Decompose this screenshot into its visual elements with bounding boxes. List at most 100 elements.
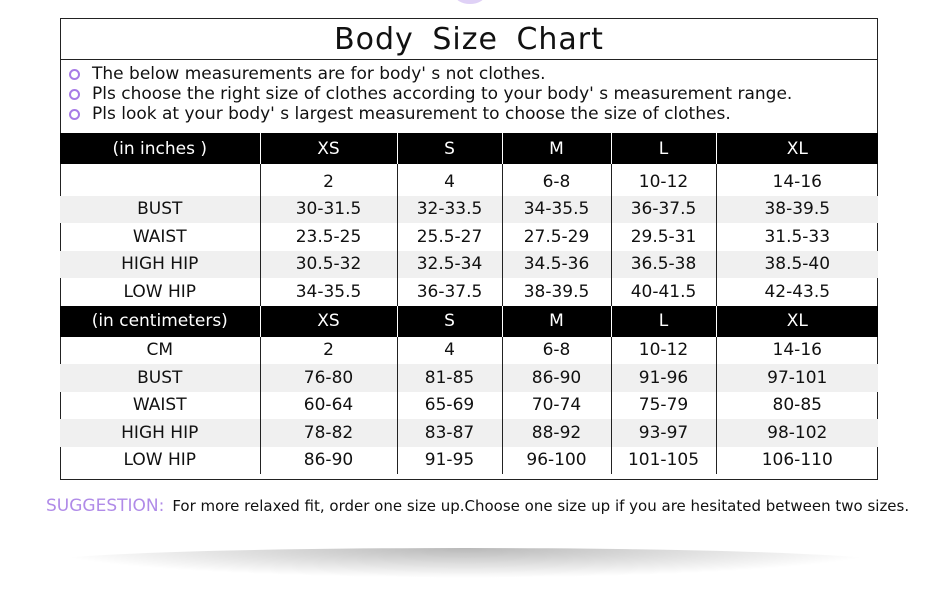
table-cell: 38.5-40 (715, 250, 878, 278)
table-cell: 14-16 (715, 168, 878, 196)
table-cell: 30.5-32 (259, 250, 397, 278)
table-cell: S (396, 133, 502, 164)
suggestion-text: For more relaxed fit, order one size up.… (172, 497, 910, 515)
table-cell: 10-12 (610, 336, 716, 364)
table-cell: 98-102 (715, 419, 878, 447)
notes-list: The below measurements are for body' s n… (61, 60, 877, 134)
table-cell: 14-16 (715, 336, 878, 364)
table-header-row: (in inches ) XS S M L XL (60, 133, 878, 164)
table-row: CM 2 4 6-8 10-12 14-16 (60, 336, 878, 364)
table-cell: XS (259, 305, 397, 337)
table-cell: 76-80 (259, 364, 397, 392)
table-cell: 75-79 (610, 391, 716, 419)
table-row: 2 4 6-8 10-12 14-16 (60, 168, 878, 196)
table-cell: 86-90 (259, 446, 397, 474)
table-cell: 6-8 (501, 336, 611, 364)
table-cell: 34-35.5 (501, 195, 611, 223)
table-cell: S (396, 305, 502, 337)
table-cell: 91-96 (610, 364, 716, 392)
table-cell: 93-97 (610, 419, 716, 447)
suggestion-label: SUGGESTION: (46, 496, 165, 516)
table-cell: 32-33.5 (396, 195, 502, 223)
table-cell: 70-74 (501, 391, 611, 419)
table-cell: 83-87 (396, 419, 502, 447)
chart-title: Body Size Chart (61, 19, 877, 60)
table-cell: 65-69 (396, 391, 502, 419)
table-cell: (in centimeters) (60, 305, 260, 337)
table-cell: 10-12 (610, 168, 716, 196)
table-cell: 29.5-31 (610, 223, 716, 251)
table-cell: 97-101 (715, 364, 878, 392)
shadow-decoration (40, 548, 890, 578)
table-cell: 88-92 (501, 419, 611, 447)
table-cell: 40-41.5 (610, 278, 716, 306)
table-cell: 60-64 (259, 391, 397, 419)
table-cell: 31.5-33 (715, 223, 878, 251)
note-text: The below measurements are for body' s n… (92, 64, 546, 84)
table-cell: 23.5-25 (259, 223, 397, 251)
table-cell: CM (146, 340, 174, 361)
table-cell: M (501, 305, 611, 337)
table-cell: 36-37.5 (610, 195, 716, 223)
circle-bullet-icon (69, 68, 80, 80)
table-cell: 36.5-38 (610, 250, 716, 278)
table-cell: (in inches ) (60, 133, 260, 164)
table-cell: WAIST (132, 226, 187, 247)
table-row: WAIST 23.5-25 25.5-27 27.5-29 29.5-31 31.5-33 (60, 223, 878, 251)
note-item: Pls look at your body' s largest measure… (69, 104, 877, 124)
table-cell: LOW HIP (123, 281, 196, 302)
table-cell: XL (715, 133, 878, 164)
table-cell: 34-35.5 (259, 278, 397, 306)
table-cell: 30-31.5 (259, 195, 397, 223)
table-row: BUST 76-80 81-85 86-90 91-96 97-101 (60, 364, 878, 392)
size-table: (in inches ) XS S M L XL 2 4 6-8 10-12 14-16 BUST 30… (60, 133, 878, 474)
table-cell: 91-95 (396, 446, 502, 474)
table-cell: L (610, 133, 716, 164)
table-cell (60, 168, 260, 196)
table-cell: BUST (60, 364, 260, 392)
table-row: HIGH HIP 30.5-32 32.5-34 34.5-36 36.5-38 38.5… (60, 250, 878, 278)
circle-bullet-icon (69, 108, 80, 120)
table-cell: HIGH HIP (60, 419, 260, 447)
table-cell: 86-90 (501, 364, 611, 392)
note-item: The below measurements are for body' s n… (69, 64, 877, 84)
suggestion: SUGGESTION: For more relaxed fit, order o… (46, 496, 909, 516)
note-text: Pls look at your body' s largest measure… (92, 104, 731, 124)
decorative-shape (455, 0, 485, 4)
table-row: LOW HIP 34-35.5 36-37.5 38-39.5 40-41.5 42-43… (60, 278, 878, 306)
table-row: BUST 30-31.5 32-33.5 34-35.5 36-37.5 38-39.5 (60, 195, 878, 223)
table-cell: 6-8 (501, 168, 611, 196)
note-item: Pls choose the right size of clothes acc… (69, 84, 877, 104)
table-cell: 2 (259, 336, 397, 364)
table-cell: WAIST (132, 395, 187, 416)
table-cell: 106-110 (715, 446, 878, 474)
table-cell: 42-43.5 (715, 278, 878, 306)
table-cell: 27.5-29 (501, 223, 611, 251)
table-row: LOW HIP 86-90 91-95 96-100 101-105 106-110 (60, 446, 878, 474)
note-text: Pls choose the right size of clothes acc… (92, 84, 793, 104)
table-cell: 101-105 (610, 446, 716, 474)
size-chart: Body Size Chart The below measurements a… (60, 18, 878, 480)
table-cell: 78-82 (259, 419, 397, 447)
table-cell: XS (259, 133, 397, 164)
table-cell: 36-37.5 (396, 278, 502, 306)
table-cell: BUST (60, 195, 260, 223)
table-cell: 38-39.5 (715, 195, 878, 223)
table-cell: HIGH HIP (60, 250, 260, 278)
table-cell: L (610, 305, 716, 337)
table-cell: M (501, 133, 611, 164)
table-cell: 4 (396, 168, 502, 196)
table-cell: 4 (396, 336, 502, 364)
table-cell: 25.5-27 (396, 223, 502, 251)
table-cell: 38-39.5 (501, 278, 611, 306)
table-row: WAIST 60-64 65-69 70-74 75-79 80-85 (60, 391, 878, 419)
table-cell: 96-100 (501, 446, 611, 474)
table-cell: 80-85 (715, 391, 878, 419)
table-cell: 32.5-34 (396, 250, 502, 278)
table-cell: 34.5-36 (501, 250, 611, 278)
table-header-row: (in centimeters) XS S M L XL (60, 305, 878, 337)
table-cell: LOW HIP (123, 450, 196, 471)
table-cell: 81-85 (396, 364, 502, 392)
table-cell: 2 (259, 168, 397, 196)
circle-bullet-icon (69, 88, 80, 100)
